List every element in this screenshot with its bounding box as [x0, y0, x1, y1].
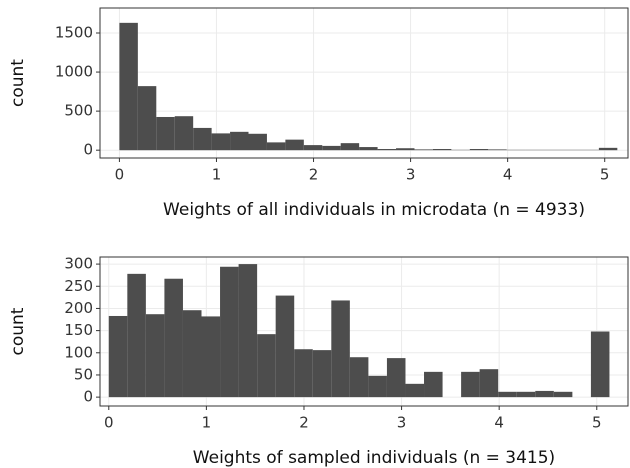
bar — [386, 358, 406, 398]
bar — [164, 278, 183, 398]
y-tick-label: 50 — [74, 365, 93, 383]
bar — [377, 149, 397, 151]
x-tick-label: 3 — [397, 414, 407, 432]
bar — [294, 349, 313, 398]
bar — [516, 391, 536, 398]
bar — [405, 383, 425, 398]
bar — [461, 371, 480, 398]
bar — [145, 314, 165, 398]
bar — [322, 145, 341, 151]
bar — [498, 391, 517, 398]
bar — [156, 116, 175, 151]
y-axis-title: count — [8, 307, 28, 355]
x-tick-label: 0 — [104, 414, 114, 432]
bar — [368, 375, 387, 398]
bar — [266, 142, 286, 151]
y-tick-label: 500 — [64, 102, 93, 120]
plot-border — [99, 7, 629, 159]
bar — [182, 310, 202, 398]
bar — [424, 371, 443, 398]
y-tick-label: 0 — [83, 388, 93, 406]
x-tick-label: 0 — [115, 166, 125, 184]
x-tick-label: 5 — [600, 166, 610, 184]
bar — [201, 316, 221, 398]
bar — [248, 133, 267, 151]
bar — [275, 295, 295, 398]
bar — [108, 315, 128, 398]
x-tick-label: 3 — [406, 166, 416, 184]
y-tick-label: 100 — [64, 343, 93, 361]
bar — [220, 266, 239, 398]
bar — [174, 116, 194, 151]
y-tick-label: 0 — [83, 141, 93, 159]
x-tick-label: 4 — [494, 414, 504, 432]
bar — [598, 147, 618, 151]
bar — [340, 143, 360, 151]
bar — [230, 131, 249, 151]
x-tick-label: 5 — [592, 414, 602, 432]
y-axis-title: count — [8, 59, 28, 107]
bar — [127, 273, 146, 398]
x-axis-title: Weights of all individuals in microdata … — [163, 200, 585, 220]
bar — [479, 369, 499, 398]
bar — [137, 86, 157, 151]
bar — [238, 264, 258, 398]
bar — [193, 127, 212, 151]
x-tick-label: 2 — [309, 166, 319, 184]
bar — [303, 145, 323, 151]
bar — [590, 331, 610, 398]
bar — [432, 149, 452, 151]
x-tick-label: 1 — [202, 414, 212, 432]
bar — [349, 357, 369, 398]
bar — [553, 391, 573, 398]
x-tick-label: 4 — [503, 166, 513, 184]
x-tick-label: 1 — [212, 166, 222, 184]
bar — [312, 350, 332, 398]
bar — [119, 22, 138, 151]
bar — [488, 149, 507, 151]
bar — [257, 334, 276, 398]
plot-border — [99, 256, 629, 407]
y-tick-label: 300 — [64, 255, 93, 273]
y-tick-label: 1000 — [55, 63, 93, 81]
y-tick-label: 250 — [64, 277, 93, 295]
bar — [359, 147, 378, 151]
y-tick-label: 1500 — [55, 24, 93, 42]
bar — [535, 390, 554, 398]
bar — [469, 149, 489, 151]
bar — [414, 149, 433, 151]
bar — [396, 148, 415, 151]
y-tick-label: 150 — [64, 321, 93, 339]
y-tick-label: 200 — [64, 299, 93, 317]
bar — [331, 300, 350, 398]
x-axis-title: Weights of sampled individuals (n = 3415… — [193, 448, 555, 468]
x-tick-label: 2 — [299, 414, 309, 432]
bar — [211, 133, 231, 151]
bar — [285, 139, 304, 151]
